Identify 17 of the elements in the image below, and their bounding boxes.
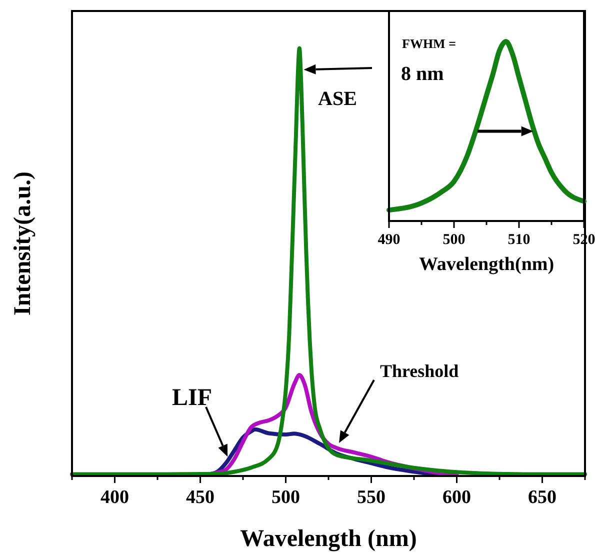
x-axis-title: Wavelength (nm) xyxy=(240,526,417,552)
x-tick-label: 450 xyxy=(186,487,214,508)
y-axis-title: Intensity(a.u.) xyxy=(10,171,36,316)
x-tick-label: 490 xyxy=(378,232,400,248)
x-tick-label: 550 xyxy=(357,487,386,508)
x-axis-title: Wavelength(nm) xyxy=(418,254,554,275)
annotation: LIF xyxy=(172,385,212,411)
annotation: ASE xyxy=(318,88,357,110)
x-tick-label: 400 xyxy=(100,487,129,508)
x-tick-label: 650 xyxy=(528,487,556,508)
x-tick-label: 600 xyxy=(442,487,471,508)
x-tick-label: 500 xyxy=(272,487,300,508)
annotation: Threshold xyxy=(380,361,459,381)
annotation: 8 nm xyxy=(401,63,444,85)
x-tick-label: 500 xyxy=(442,232,466,248)
x-tick-label: 510 xyxy=(508,232,530,248)
annotation: FWHM = xyxy=(402,36,456,51)
